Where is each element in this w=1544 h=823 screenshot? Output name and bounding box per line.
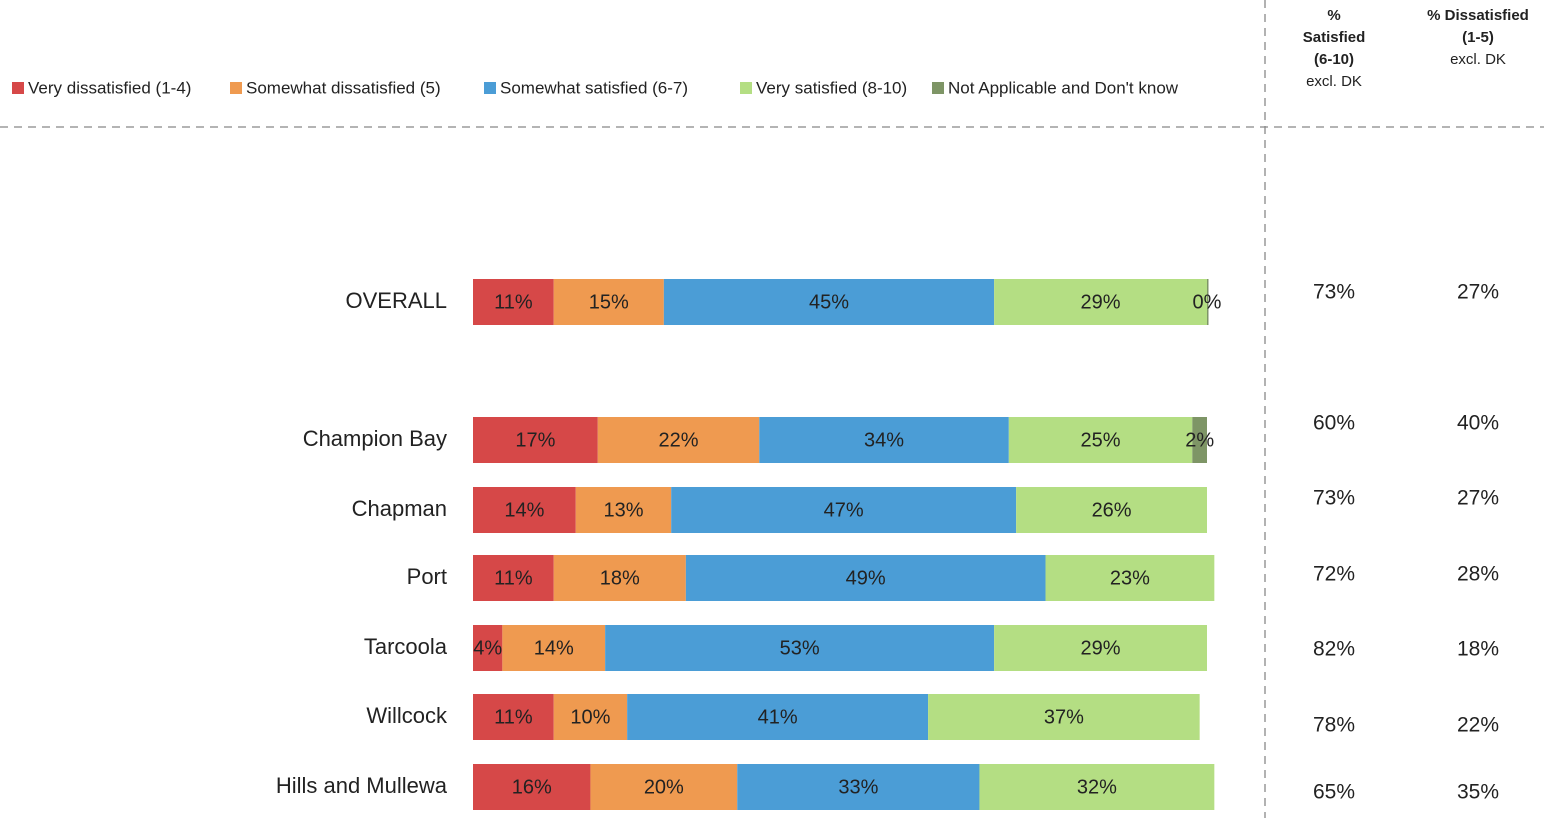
- data-label: 45%: [809, 291, 849, 313]
- column-header: (1-5): [1462, 29, 1494, 46]
- data-label: 11%: [494, 291, 533, 313]
- legend-label: Very satisfied (8-10): [756, 78, 907, 97]
- data-label: 34%: [864, 429, 904, 451]
- data-label: 18%: [600, 567, 640, 589]
- bar-segment: [979, 764, 1215, 810]
- column-header: %: [1327, 7, 1340, 24]
- column-value: 28%: [1457, 563, 1499, 586]
- data-label: 11%: [494, 567, 533, 589]
- legend-swatch: [484, 82, 496, 94]
- data-label: 33%: [838, 776, 878, 798]
- data-label: 47%: [824, 499, 864, 521]
- column-header: Satisfied: [1303, 29, 1366, 46]
- data-label: 49%: [846, 567, 886, 589]
- bar-segment: [473, 625, 503, 671]
- column-header: (6-10): [1314, 51, 1354, 68]
- legend-label: Not Applicable and Don't know: [948, 78, 1179, 97]
- legend-swatch: [932, 82, 944, 94]
- bar-segment: [502, 625, 606, 671]
- column-note: excl. DK: [1306, 73, 1362, 90]
- bar-segment: [575, 487, 672, 533]
- column-value: 22%: [1457, 714, 1499, 737]
- bar-segment: [671, 487, 1017, 533]
- data-label: 14%: [504, 499, 544, 521]
- data-label: 41%: [758, 706, 798, 728]
- category-label: Port: [407, 564, 447, 589]
- legend-label: Very dissatisfied (1-4): [28, 78, 191, 97]
- data-label: 29%: [1081, 291, 1121, 313]
- bar-segment: [473, 417, 598, 463]
- column-value: 27%: [1457, 487, 1499, 510]
- column-value: 35%: [1457, 781, 1499, 804]
- bar-segment: [1207, 279, 1209, 325]
- legend-swatch: [230, 82, 242, 94]
- bar-segment: [994, 625, 1207, 671]
- bar-segment: [1016, 487, 1207, 533]
- column-value: 72%: [1313, 563, 1355, 586]
- bar-segment: [473, 555, 554, 601]
- category-label: Willcock: [366, 703, 448, 728]
- bar-segment: [663, 279, 995, 325]
- column-value: 60%: [1313, 412, 1355, 435]
- data-label: 16%: [512, 776, 552, 798]
- category-label: Tarcoola: [364, 634, 448, 659]
- column-value: 27%: [1457, 281, 1499, 304]
- column-value: 82%: [1313, 638, 1355, 661]
- data-label: 15%: [589, 291, 629, 313]
- category-label: Chapman: [352, 496, 447, 521]
- data-label: 4%: [473, 637, 502, 659]
- column-header: % Dissatisfied: [1427, 7, 1529, 24]
- column-value: 73%: [1313, 281, 1355, 304]
- bar-segment: [627, 694, 929, 740]
- data-label: 29%: [1081, 637, 1121, 659]
- bar-segment: [1045, 555, 1215, 601]
- legend-swatch: [740, 82, 752, 94]
- bar-segment: [685, 555, 1046, 601]
- data-label: 22%: [659, 429, 699, 451]
- data-label: 25%: [1081, 429, 1121, 451]
- data-label: 23%: [1110, 567, 1150, 589]
- bar-segment: [590, 764, 738, 810]
- bar-segment: [553, 555, 686, 601]
- data-label: 13%: [603, 499, 643, 521]
- bar-segment: [737, 764, 980, 810]
- legend-label: Somewhat dissatisfied (5): [246, 78, 441, 97]
- bar-segment: [1008, 417, 1193, 463]
- bar-segment: [605, 625, 995, 671]
- column-value: 78%: [1313, 714, 1355, 737]
- category-label: Champion Bay: [303, 426, 447, 451]
- data-label: 32%: [1077, 776, 1117, 798]
- data-label: 10%: [570, 706, 610, 728]
- bar-segment: [473, 487, 576, 533]
- column-note: excl. DK: [1450, 51, 1506, 68]
- data-label: 11%: [494, 706, 533, 728]
- bar-segment: [473, 694, 554, 740]
- bar-segment: [597, 417, 760, 463]
- bar-segment: [473, 764, 591, 810]
- category-label: OVERALL: [346, 288, 448, 313]
- data-label: 26%: [1092, 499, 1132, 521]
- data-label: 14%: [534, 637, 574, 659]
- data-label: 0%: [1193, 291, 1222, 313]
- bar-segment: [553, 279, 664, 325]
- data-label: 17%: [515, 429, 555, 451]
- data-label: 37%: [1044, 706, 1084, 728]
- bar-segment: [759, 417, 1009, 463]
- bar-segment: [553, 694, 628, 740]
- bar-segment: [473, 279, 554, 325]
- category-label: Hills and Mullewa: [276, 773, 448, 798]
- data-label: 20%: [644, 776, 684, 798]
- legend-label: Somewhat satisfied (6-7): [500, 78, 688, 97]
- data-label: 2%: [1185, 429, 1214, 451]
- bar-segment: [928, 694, 1200, 740]
- data-label: 53%: [780, 637, 820, 659]
- column-value: 65%: [1313, 781, 1355, 804]
- bar-segment: [1192, 417, 1207, 463]
- bar-segment: [994, 279, 1207, 325]
- column-value: 18%: [1457, 638, 1499, 661]
- column-value: 73%: [1313, 487, 1355, 510]
- column-value: 40%: [1457, 412, 1499, 435]
- legend-swatch: [12, 82, 24, 94]
